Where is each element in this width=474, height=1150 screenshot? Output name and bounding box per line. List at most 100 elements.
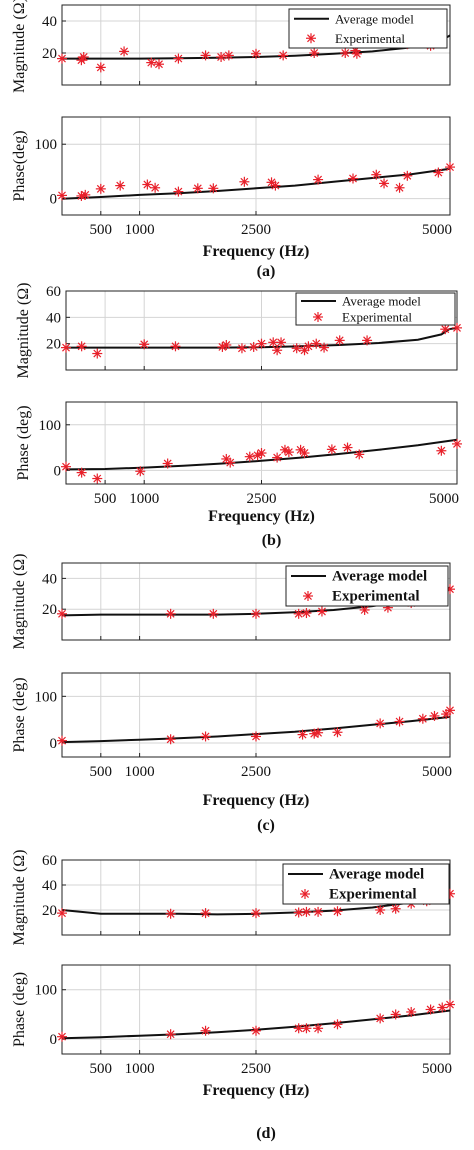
experimental-marker: [270, 180, 281, 191]
y-tick-label: 20: [42, 903, 57, 919]
subplot-a-magnitude: 20 40 Magnitude (Ω) Average model Experiment…: [11, 0, 451, 93]
experimental-marker: [359, 604, 370, 615]
y-tick-label: 40: [42, 878, 57, 894]
experimental-marker: [445, 162, 455, 173]
subplot-b-phase: 0 100 500 1000 2500 5000 Phase (deg) Frequency …: [15, 401, 462, 525]
y-tick-label: 0: [50, 192, 58, 208]
experimental-marker: [309, 48, 320, 58]
experimental-marker: [200, 50, 211, 61]
experimental-marker: [342, 442, 353, 453]
experimental-marker: [95, 62, 106, 73]
experimental-marker: [173, 53, 184, 64]
x-tick-label: 1000: [129, 491, 159, 507]
experimental-marker: [248, 341, 259, 352]
legend: Average model Experimental: [288, 8, 448, 49]
y-axis-label: Magnitude (Ω): [11, 554, 28, 650]
subplot-d-magnitude: 20 40 60 Magnitude (Ω) Average model Experime…: [11, 850, 455, 946]
experimental-marker: [278, 50, 289, 61]
experimental-marker: [301, 608, 312, 619]
experimental-marker: [251, 1025, 261, 1036]
y-axis-label: Phase (deg): [11, 972, 28, 1047]
experimental-marker: [303, 341, 314, 352]
legend-label: Average model: [342, 294, 421, 309]
experimental-marker: [119, 46, 130, 57]
experimental-marker: [319, 342, 330, 353]
legend: Average model Experimental: [282, 863, 450, 905]
experimental-marker: [57, 608, 67, 619]
experimental-marker: [139, 339, 150, 350]
experimental-marker: [165, 608, 176, 619]
y-tick-label: 40: [42, 14, 57, 30]
chart-c: 20 40 Magnitude (Ω) Average model Experiment…: [11, 554, 455, 834]
legend-label: Experimental: [335, 31, 405, 46]
y-tick-label: 0: [50, 1032, 58, 1048]
experimental-marker: [200, 908, 211, 919]
x-tick-label: 5000: [422, 764, 452, 780]
x-axis-label: Frequency (Hz): [208, 508, 315, 525]
experimental-marker: [225, 457, 236, 468]
legend-label: Experimental: [342, 310, 412, 325]
experimental-marker: [61, 461, 71, 472]
experimental-marker: [313, 727, 324, 738]
experimental-marker: [348, 173, 358, 184]
experimental-marker: [299, 448, 310, 459]
experimental-marker: [173, 186, 184, 197]
experimental-marker: [216, 52, 227, 62]
y-tick-label: 0: [50, 736, 58, 752]
experimental-marker: [452, 322, 462, 333]
experimental-marker: [452, 438, 462, 449]
experimental-marker: [332, 1019, 343, 1030]
experimental-marker: [165, 908, 176, 919]
experimental-marker: [251, 48, 261, 59]
subplot-a-phase: 0 100 500 1000 2500 5000 Phase(deg) Frequency (…: [11, 116, 455, 260]
experimental-marker: [236, 343, 247, 354]
experimental-marker: [375, 905, 386, 915]
y-tick-label: 60: [46, 284, 61, 300]
experimental-marker: [135, 466, 146, 477]
experimental-marker: [154, 59, 164, 70]
grid: [62, 965, 451, 1054]
legend-marker-swatch: [303, 591, 313, 601]
series-experimental: [61, 322, 462, 359]
experimental-marker: [351, 48, 362, 59]
experimental-marker: [394, 716, 405, 727]
y-axis-label: Magnitude (Ω): [11, 850, 28, 946]
experimental-marker: [146, 57, 157, 68]
legend-marker-swatch: [313, 312, 323, 322]
panel-label: (d): [256, 1125, 276, 1142]
subplot-b-magnitude: 20 40 60 Magnitude (Ω) Average modelExperime…: [15, 283, 462, 378]
experimental-marker: [223, 50, 234, 61]
experimental-marker: [429, 710, 440, 721]
series-average-model-line: [65, 438, 458, 471]
experimental-marker: [200, 731, 211, 742]
experimental-marker: [354, 449, 365, 460]
chart-a: 20 40 Magnitude (Ω) Average model Experiment…: [11, 0, 455, 280]
experimental-marker: [362, 335, 373, 346]
subplot-c-phase: 0 100 500 1000 2500 5000 Phase (deg) Frequency …: [11, 672, 455, 809]
legend: Average model Experimental: [285, 565, 449, 607]
experimental-marker: [221, 339, 232, 350]
y-tick-label: 60: [42, 853, 57, 869]
experimental-marker: [92, 473, 103, 484]
legend-box: [285, 565, 449, 607]
grid: [62, 117, 451, 215]
experimental-marker: [440, 324, 451, 335]
experimental-marker: [293, 608, 304, 619]
x-tick-label: 1000: [125, 764, 155, 780]
x-tick-label: 5000: [422, 1061, 452, 1077]
legend-label: Average model: [329, 867, 424, 883]
experimental-marker: [334, 335, 345, 346]
experimental-marker: [200, 1025, 211, 1036]
experimental-marker: [78, 52, 89, 62]
legend-box: [288, 8, 448, 49]
experimental-marker: [251, 908, 261, 919]
experimental-marker: [436, 445, 447, 456]
legend-label: Average model: [332, 569, 427, 585]
experimental-marker: [256, 338, 267, 349]
experimental-marker: [313, 174, 324, 185]
x-tick-label: 2500: [247, 491, 277, 507]
experimental-marker: [332, 906, 343, 917]
experimental-marker: [165, 1029, 176, 1040]
experimental-marker: [390, 903, 401, 914]
